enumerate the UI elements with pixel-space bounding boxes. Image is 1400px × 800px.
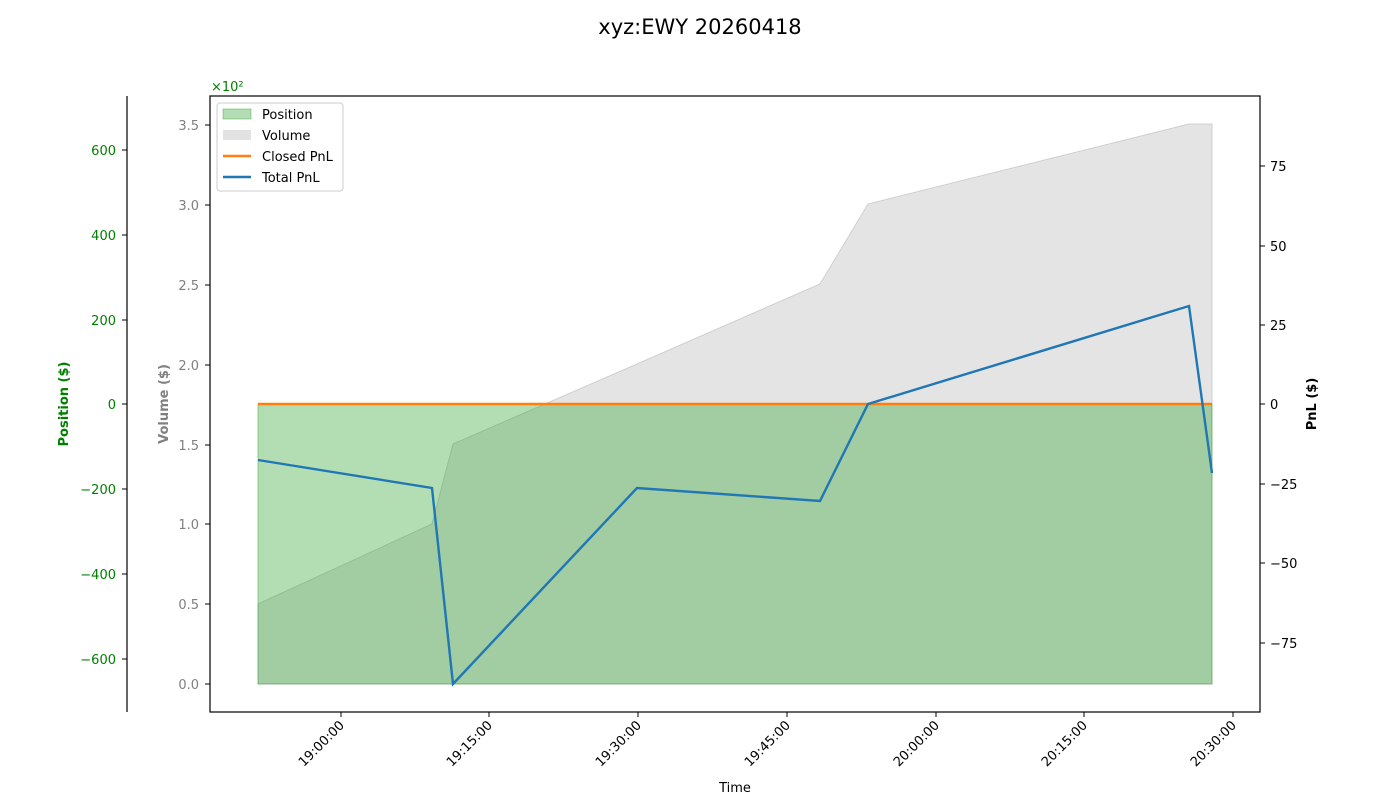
svg-text:19:15:00: 19:15:00 xyxy=(444,718,496,770)
svg-text:1.0: 1.0 xyxy=(178,518,199,533)
svg-text:200: 200 xyxy=(91,314,116,329)
svg-text:20:00:00: 20:00:00 xyxy=(891,718,943,770)
svg-text:−25: −25 xyxy=(1270,478,1297,493)
svg-text:25: 25 xyxy=(1270,319,1287,334)
svg-text:0: 0 xyxy=(108,398,116,413)
svg-text:3.5: 3.5 xyxy=(178,119,199,134)
svg-text:75: 75 xyxy=(1270,160,1287,175)
svg-text:3.0: 3.0 xyxy=(178,199,199,214)
volume-axis-label: Volume ($) xyxy=(157,364,172,444)
svg-text:Position: Position xyxy=(262,108,313,123)
svg-text:Closed PnL: Closed PnL xyxy=(262,150,334,165)
svg-text:50: 50 xyxy=(1270,240,1287,255)
legend-item-volume: Volume xyxy=(223,129,310,144)
total-pnl-line xyxy=(257,304,1214,687)
svg-text:0.0: 0.0 xyxy=(178,678,199,693)
pnl-axis-ticks: 75 50 25 0 −25 −50 −75 xyxy=(1260,160,1297,652)
legend-item-closed-pnl: Closed PnL xyxy=(223,150,334,165)
legend-item-position: Position xyxy=(222,108,313,123)
svg-text:−600: −600 xyxy=(80,653,116,668)
svg-text:20:15:00: 20:15:00 xyxy=(1039,718,1091,770)
svg-text:2.0: 2.0 xyxy=(178,359,199,374)
chart-title: xyz:EWY 20260418 xyxy=(598,15,801,39)
time-axis-label: Time xyxy=(718,781,751,796)
svg-text:20:30:00: 20:30:00 xyxy=(1188,718,1240,770)
legend: Position Volume Closed PnL Total PnL xyxy=(216,102,344,192)
svg-text:600: 600 xyxy=(91,144,116,159)
svg-text:19:00:00: 19:00:00 xyxy=(296,718,348,770)
position-axis-label: Position ($) xyxy=(57,362,72,447)
position-area xyxy=(257,403,1213,685)
svg-text:0: 0 xyxy=(1270,398,1278,413)
svg-text:0.5: 0.5 xyxy=(178,598,199,613)
legend-item-total-pnl: Total PnL xyxy=(223,171,320,186)
svg-text:−200: −200 xyxy=(80,483,116,498)
svg-text:2.5: 2.5 xyxy=(178,279,199,294)
svg-text:19:30:00: 19:30:00 xyxy=(593,718,645,770)
svg-text:−400: −400 xyxy=(80,568,116,583)
svg-text:−50: −50 xyxy=(1270,557,1297,572)
time-axis-ticks: 19:00:00 19:15:00 19:30:00 19:45:00 20:0… xyxy=(296,712,1240,770)
svg-text:Total PnL: Total PnL xyxy=(261,171,320,186)
pnl-axis-label: PnL ($) xyxy=(1305,378,1320,431)
volume-axis-multiplier: ×10² xyxy=(211,80,244,95)
svg-text:19:45:00: 19:45:00 xyxy=(742,718,794,770)
svg-text:400: 400 xyxy=(91,229,116,244)
position-axis-ticks: 600 400 200 0 −200 −400 −600 xyxy=(80,144,127,668)
volume-axis-ticks: 3.5 3.0 2.5 2.0 1.5 1.0 0.5 0.0 xyxy=(178,119,210,693)
svg-text:1.5: 1.5 xyxy=(178,439,199,454)
svg-text:−75: −75 xyxy=(1270,637,1297,652)
svg-text:Volume: Volume xyxy=(262,129,310,144)
